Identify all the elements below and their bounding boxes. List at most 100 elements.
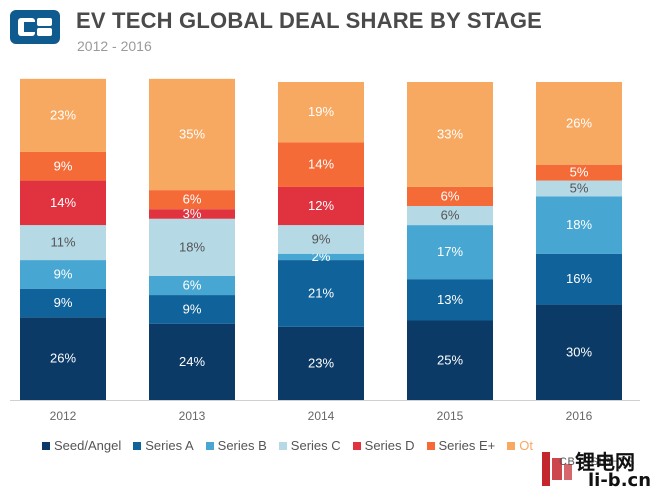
bar-segment-series-a-2014 bbox=[278, 260, 364, 327]
bar-segment-series-e--2015 bbox=[407, 186, 493, 207]
x-tick-label: 2013 bbox=[179, 409, 206, 423]
bar-segment-series-e--2012 bbox=[20, 151, 106, 181]
data-label: 11% bbox=[50, 235, 75, 250]
bar-segment-other-2013 bbox=[149, 78, 235, 191]
data-label: 35% bbox=[179, 126, 205, 141]
data-label: 30% bbox=[566, 344, 592, 359]
legend-label: Series D bbox=[364, 438, 415, 453]
bar-segment-series-c-2014 bbox=[278, 225, 364, 254]
bar-segment-series-e--2014 bbox=[278, 142, 364, 187]
chart-subtitle: 2012 - 2016 bbox=[77, 38, 152, 54]
legend-item: Series A bbox=[133, 438, 194, 453]
legend-swatch bbox=[426, 441, 435, 450]
x-tick-label: 2016 bbox=[566, 409, 593, 423]
data-label: 25% bbox=[437, 352, 463, 367]
x-tick-label: 2014 bbox=[308, 409, 335, 423]
data-label: 13% bbox=[437, 292, 463, 307]
legend-label: Series C bbox=[290, 438, 341, 453]
data-label: 12% bbox=[308, 198, 334, 213]
bar-segment-series-b-2013 bbox=[149, 275, 235, 296]
x-tick-label: 2015 bbox=[437, 409, 464, 423]
bar-segment-seed-angel-2014 bbox=[278, 326, 364, 400]
data-label: 6% bbox=[183, 278, 202, 293]
data-label: 9% bbox=[312, 231, 331, 246]
bar-segment-series-e--2013 bbox=[149, 190, 235, 210]
bar-segment-seed-angel-2012 bbox=[20, 317, 106, 400]
data-label: 26% bbox=[566, 115, 592, 130]
legend-label: Series A bbox=[145, 438, 194, 453]
legend-swatch bbox=[42, 441, 50, 450]
bar-segment-seed-angel-2015 bbox=[407, 320, 493, 400]
data-label: 21% bbox=[308, 285, 334, 300]
bar-segment-series-c-2015 bbox=[407, 206, 493, 226]
data-label: 18% bbox=[179, 239, 205, 254]
data-label: 9% bbox=[54, 295, 73, 310]
bar-segment-other-2014 bbox=[278, 82, 364, 143]
data-label: 14% bbox=[50, 195, 76, 210]
bar-segment-other-2015 bbox=[407, 82, 493, 187]
bar-segment-series-b-2016 bbox=[536, 196, 622, 254]
legend-label: Seed/Angel bbox=[54, 438, 122, 453]
bar-segment-series-b-2015 bbox=[407, 225, 493, 280]
bar-segment-series-d-2014 bbox=[278, 186, 364, 226]
data-label: 6% bbox=[183, 192, 202, 207]
data-label: 19% bbox=[308, 104, 334, 119]
data-label: 3% bbox=[183, 206, 202, 221]
bar-segment-series-a-2012 bbox=[20, 288, 106, 318]
chart-legend: Seed/Angel Series A Series B Series C Series… bbox=[42, 438, 533, 453]
chart-title: EV TECH GLOBAL DEAL SHARE BY STAGE bbox=[76, 8, 543, 33]
bar-segment-series-b-2012 bbox=[20, 260, 106, 289]
data-label: 24% bbox=[179, 354, 205, 369]
legend-label: Ot bbox=[519, 438, 533, 453]
bar-segment-series-e--2016 bbox=[536, 164, 622, 181]
watermark-logo-icon bbox=[542, 452, 572, 486]
data-label: 18% bbox=[566, 217, 592, 232]
bar-segment-series-c-2012 bbox=[20, 225, 106, 261]
data-label: 6% bbox=[441, 188, 460, 203]
legend-swatch bbox=[507, 441, 516, 450]
data-label: 9% bbox=[54, 266, 73, 281]
data-label: 5% bbox=[570, 165, 589, 180]
watermark-site-cn: 锂电网 bbox=[575, 450, 635, 474]
data-label: 9% bbox=[183, 301, 202, 316]
data-label: 16% bbox=[566, 271, 592, 286]
legend-swatch bbox=[133, 441, 142, 450]
data-label: 33% bbox=[437, 126, 463, 141]
legend-item: Seed/Angel bbox=[42, 438, 121, 453]
data-label: 14% bbox=[308, 157, 334, 172]
legend-item: Series D bbox=[352, 438, 415, 453]
legend-item: Ot bbox=[507, 438, 533, 453]
legend-swatch bbox=[352, 441, 361, 450]
bar-segment-series-b-2014 bbox=[278, 253, 364, 261]
bar-segment-series-c-2016 bbox=[536, 180, 622, 197]
bar-segment-series-d-2012 bbox=[20, 180, 106, 226]
bar-segment-series-a-2016 bbox=[536, 253, 622, 305]
legend-item: Series B bbox=[205, 438, 267, 453]
bar-segment-seed-angel-2016 bbox=[536, 304, 622, 400]
bar-segment-other-2016 bbox=[536, 82, 622, 165]
data-label: 17% bbox=[437, 244, 463, 259]
bar-segment-series-a-2013 bbox=[149, 295, 235, 324]
data-label: 6% bbox=[441, 208, 460, 223]
data-label: 26% bbox=[50, 351, 76, 366]
x-tick-label: 2012 bbox=[50, 409, 77, 423]
cb-insights-logo-icon bbox=[10, 10, 60, 44]
bar-segment-series-d-2013 bbox=[149, 209, 235, 219]
bar-segment-seed-angel-2013 bbox=[149, 323, 235, 400]
legend-swatch bbox=[278, 441, 287, 450]
watermark-site-url: li-b.cn bbox=[588, 470, 652, 491]
legend-item: Series E+ bbox=[426, 438, 496, 453]
data-label: 5% bbox=[570, 181, 589, 196]
legend-label: Series B bbox=[217, 438, 267, 453]
data-label: 9% bbox=[54, 158, 73, 173]
data-label: 23% bbox=[308, 355, 334, 370]
watermark-brand: CB INSIGHTS bbox=[559, 456, 635, 468]
legend-item: Series C bbox=[278, 438, 341, 453]
bar-segment-series-a-2015 bbox=[407, 279, 493, 321]
bar-segment-other-2012 bbox=[20, 78, 106, 152]
bar-segment-series-c-2013 bbox=[149, 218, 235, 276]
legend-label: Series E+ bbox=[438, 438, 496, 453]
legend-swatch bbox=[205, 441, 214, 450]
data-label: 23% bbox=[50, 107, 76, 122]
